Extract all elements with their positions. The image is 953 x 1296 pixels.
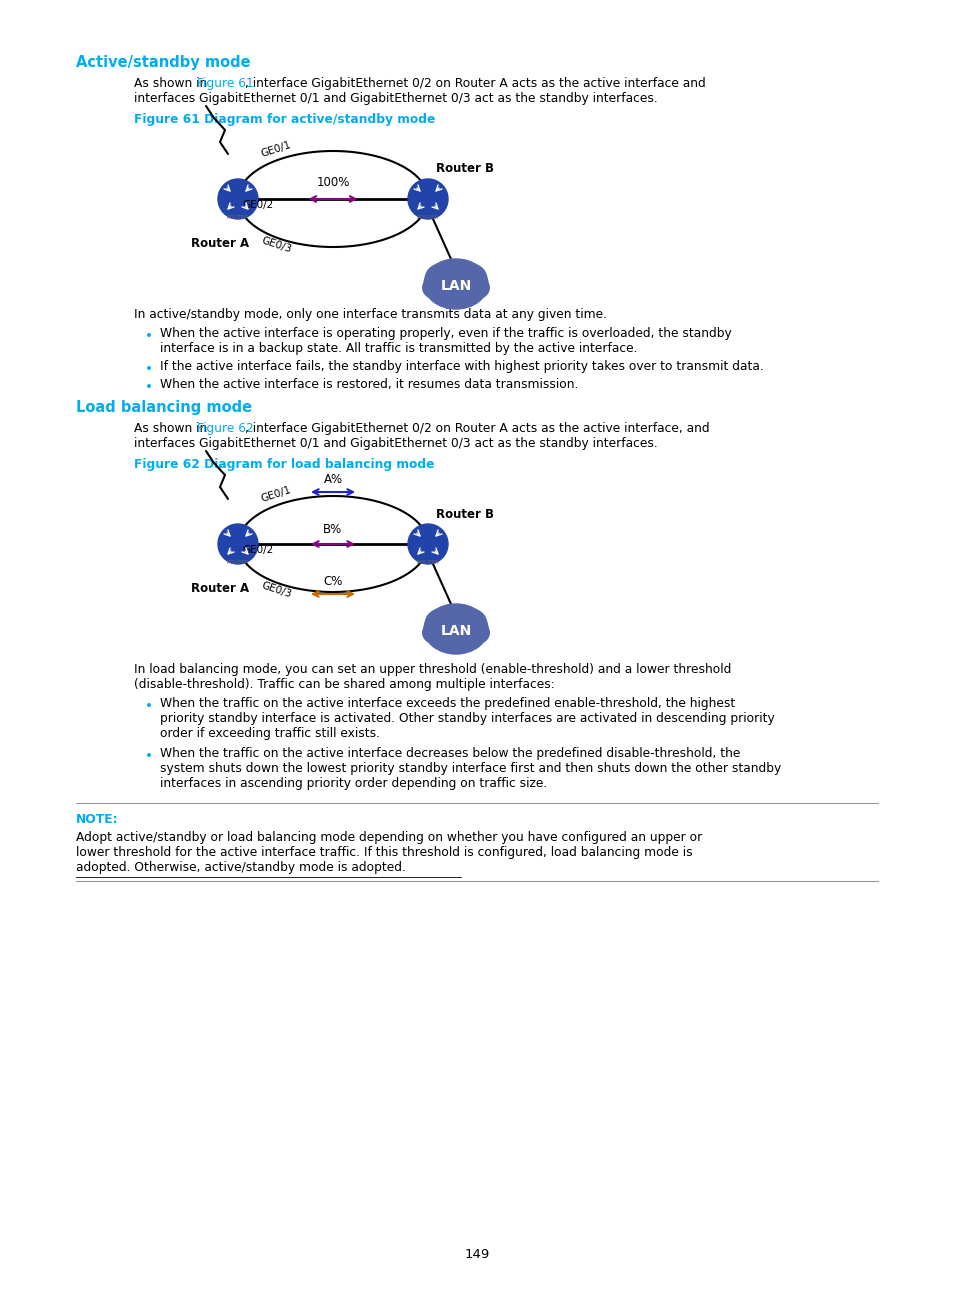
Circle shape bbox=[408, 179, 448, 219]
Text: ROUTER: ROUTER bbox=[416, 560, 438, 565]
Ellipse shape bbox=[462, 276, 489, 299]
Text: GE0/1: GE0/1 bbox=[260, 485, 293, 504]
Text: adopted. Otherwise, active/standby mode is adopted.: adopted. Otherwise, active/standby mode … bbox=[76, 861, 405, 874]
Text: When the traffic on the active interface exceeds the predefined enable-threshold: When the traffic on the active interface… bbox=[160, 697, 735, 710]
Text: LAN: LAN bbox=[440, 623, 471, 638]
Text: priority standby interface is activated. Other standby interfaces are activated : priority standby interface is activated.… bbox=[160, 712, 774, 724]
Text: B%: B% bbox=[323, 524, 342, 537]
Text: When the active interface is operating properly, even if the traffic is overload: When the active interface is operating p… bbox=[160, 327, 731, 340]
Text: Load balancing mode: Load balancing mode bbox=[76, 400, 252, 415]
Text: Figure 62 Diagram for load balancing mode: Figure 62 Diagram for load balancing mod… bbox=[133, 457, 434, 470]
Text: •: • bbox=[145, 329, 152, 343]
Ellipse shape bbox=[425, 609, 457, 636]
Text: ROUTER: ROUTER bbox=[227, 215, 249, 220]
Ellipse shape bbox=[423, 604, 488, 654]
Text: •: • bbox=[145, 362, 152, 376]
Ellipse shape bbox=[423, 259, 488, 308]
Circle shape bbox=[218, 524, 257, 564]
Text: GE0/2: GE0/2 bbox=[242, 546, 273, 555]
Ellipse shape bbox=[462, 622, 489, 644]
Text: Figure 61 Diagram for active/standby mode: Figure 61 Diagram for active/standby mod… bbox=[133, 113, 435, 126]
Text: As shown in: As shown in bbox=[133, 76, 211, 89]
Text: , interface GigabitEthernet 0/2 on Router A acts as the active interface and: , interface GigabitEthernet 0/2 on Route… bbox=[245, 76, 705, 89]
Text: As shown in: As shown in bbox=[133, 422, 211, 435]
Text: 100%: 100% bbox=[316, 176, 350, 189]
Text: , interface GigabitEthernet 0/2 on Router A acts as the active interface, and: , interface GigabitEthernet 0/2 on Route… bbox=[245, 422, 709, 435]
Ellipse shape bbox=[425, 264, 457, 292]
Text: •: • bbox=[145, 749, 152, 763]
Text: Router A: Router A bbox=[191, 582, 249, 595]
Text: ROUTER: ROUTER bbox=[416, 215, 438, 220]
Text: Adopt active/standby or load balancing mode depending on whether you have config: Adopt active/standby or load balancing m… bbox=[76, 831, 701, 844]
Ellipse shape bbox=[454, 609, 486, 636]
Ellipse shape bbox=[422, 622, 449, 644]
Circle shape bbox=[408, 524, 448, 564]
Text: interfaces GigabitEthernet 0/1 and GigabitEthernet 0/3 act as the standby interf: interfaces GigabitEthernet 0/1 and Gigab… bbox=[133, 92, 657, 105]
Text: Figure 61: Figure 61 bbox=[196, 76, 253, 89]
Text: Figure 62: Figure 62 bbox=[196, 422, 253, 435]
Text: Router B: Router B bbox=[436, 508, 494, 521]
Text: Active/standby mode: Active/standby mode bbox=[76, 54, 251, 70]
Text: ROUTER: ROUTER bbox=[227, 560, 249, 565]
Text: LAN: LAN bbox=[440, 279, 471, 293]
Text: (disable-threshold). Traffic can be shared among multiple interfaces:: (disable-threshold). Traffic can be shar… bbox=[133, 678, 554, 691]
Text: In load balancing mode, you can set an upper threshold (enable-threshold) and a : In load balancing mode, you can set an u… bbox=[133, 664, 731, 677]
Text: C%: C% bbox=[323, 575, 342, 588]
Text: interface is in a backup state. All traffic is transmitted by the active interfa: interface is in a backup state. All traf… bbox=[160, 342, 637, 355]
Text: Router A: Router A bbox=[191, 237, 249, 250]
Text: If the active interface fails, the standby interface with highest priority takes: If the active interface fails, the stand… bbox=[160, 360, 763, 373]
Text: A%: A% bbox=[323, 473, 342, 486]
Text: GE0/2: GE0/2 bbox=[242, 200, 273, 210]
Text: When the active interface is restored, it resumes data transmission.: When the active interface is restored, i… bbox=[160, 378, 578, 391]
Text: When the traffic on the active interface decreases below the predefined disable-: When the traffic on the active interface… bbox=[160, 746, 740, 759]
Ellipse shape bbox=[454, 264, 486, 292]
Ellipse shape bbox=[422, 276, 449, 299]
Text: interfaces in ascending priority order depending on traffic size.: interfaces in ascending priority order d… bbox=[160, 778, 547, 791]
Text: Router B: Router B bbox=[436, 162, 494, 175]
Text: In active/standby mode, only one interface transmits data at any given time.: In active/standby mode, only one interfa… bbox=[133, 308, 606, 321]
Text: GE0/3: GE0/3 bbox=[260, 581, 293, 600]
Text: interfaces GigabitEthernet 0/1 and GigabitEthernet 0/3 act as the standby interf: interfaces GigabitEthernet 0/1 and Gigab… bbox=[133, 437, 657, 450]
Text: •: • bbox=[145, 699, 152, 713]
Text: lower threshold for the active interface traffic. If this threshold is configure: lower threshold for the active interface… bbox=[76, 846, 692, 859]
Text: GE0/3: GE0/3 bbox=[260, 236, 293, 254]
Text: system shuts down the lowest priority standby interface first and then shuts dow: system shuts down the lowest priority st… bbox=[160, 762, 781, 775]
Text: GE0/1: GE0/1 bbox=[260, 140, 293, 158]
Ellipse shape bbox=[444, 262, 467, 284]
Text: •: • bbox=[145, 380, 152, 394]
Text: order if exceeding traffic still exists.: order if exceeding traffic still exists. bbox=[160, 727, 379, 740]
Text: 149: 149 bbox=[464, 1248, 489, 1261]
Circle shape bbox=[218, 179, 257, 219]
Ellipse shape bbox=[444, 607, 467, 629]
Text: NOTE:: NOTE: bbox=[76, 813, 118, 826]
